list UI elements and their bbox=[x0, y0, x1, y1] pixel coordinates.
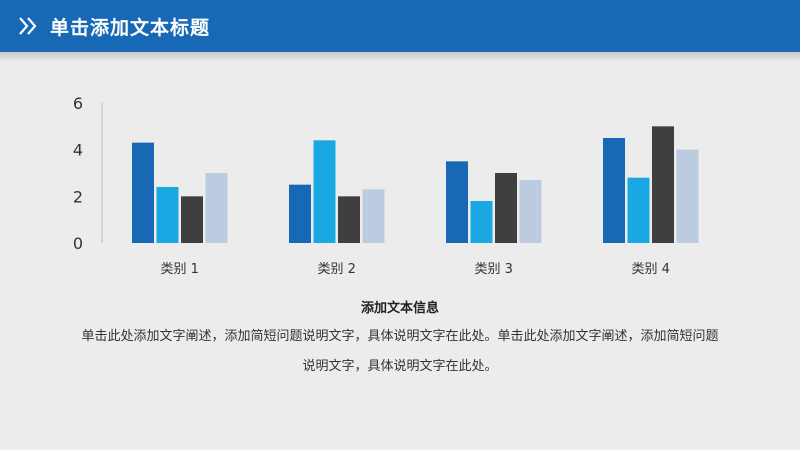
bar-3-2[interactable] bbox=[470, 201, 493, 243]
bar-3-1[interactable] bbox=[446, 161, 468, 243]
header-bar: 单击添加文本标题 bbox=[0, 0, 800, 52]
y-tick-label: 0 bbox=[73, 234, 83, 253]
x-tick-label: 类别 3 bbox=[475, 262, 513, 277]
x-tick-label: 类别 2 bbox=[318, 262, 356, 277]
y-tick-label: 4 bbox=[73, 141, 83, 160]
header-divider bbox=[0, 52, 800, 60]
double-chevron-right-icon bbox=[19, 17, 37, 35]
caption-title[interactable]: 添加文本信息 bbox=[360, 301, 439, 316]
page-title[interactable]: 单击添加文本标题 bbox=[50, 16, 211, 39]
bar-1-4[interactable] bbox=[205, 173, 228, 243]
y-tick-label: 2 bbox=[73, 187, 83, 206]
bar-4-3[interactable] bbox=[652, 126, 674, 243]
bar-3-4[interactable] bbox=[519, 180, 542, 243]
bar-2-3[interactable] bbox=[338, 196, 360, 243]
x-labels-group: 类别 1 类别 2 类别 3 类别 4 bbox=[161, 262, 670, 277]
bar-1-1[interactable] bbox=[132, 142, 154, 243]
bar-4-4[interactable] bbox=[676, 149, 699, 243]
bar-4-1[interactable] bbox=[603, 138, 625, 243]
bar-chart: 0 2 4 6 类别 1 类别 2 类别 3 类别 4 bbox=[73, 94, 699, 277]
bar-2-2[interactable] bbox=[313, 140, 336, 243]
bar-2-4[interactable] bbox=[362, 189, 385, 243]
bar-4-2[interactable] bbox=[627, 177, 650, 243]
y-tick-label: 6 bbox=[73, 94, 83, 113]
x-tick-label: 类别 4 bbox=[632, 262, 670, 277]
bar-1-2[interactable] bbox=[156, 187, 179, 243]
caption-block: 添加文本信息 单击此处添加文字阐述，添加简短问题说明文字，具体说明文字在此处。单… bbox=[0, 297, 800, 382]
bar-1-3[interactable] bbox=[181, 196, 203, 243]
y-ticks-group: 0 2 4 6 bbox=[73, 94, 83, 253]
bars-group bbox=[132, 126, 699, 243]
bar-2-1[interactable] bbox=[289, 184, 311, 243]
x-tick-label: 类别 1 bbox=[161, 262, 199, 277]
caption-body[interactable]: 单击此处添加文字阐述，添加简短问题说明文字，具体说明文字在此处。单击此处添加文字… bbox=[81, 329, 719, 374]
bar-3-3[interactable] bbox=[495, 173, 517, 243]
